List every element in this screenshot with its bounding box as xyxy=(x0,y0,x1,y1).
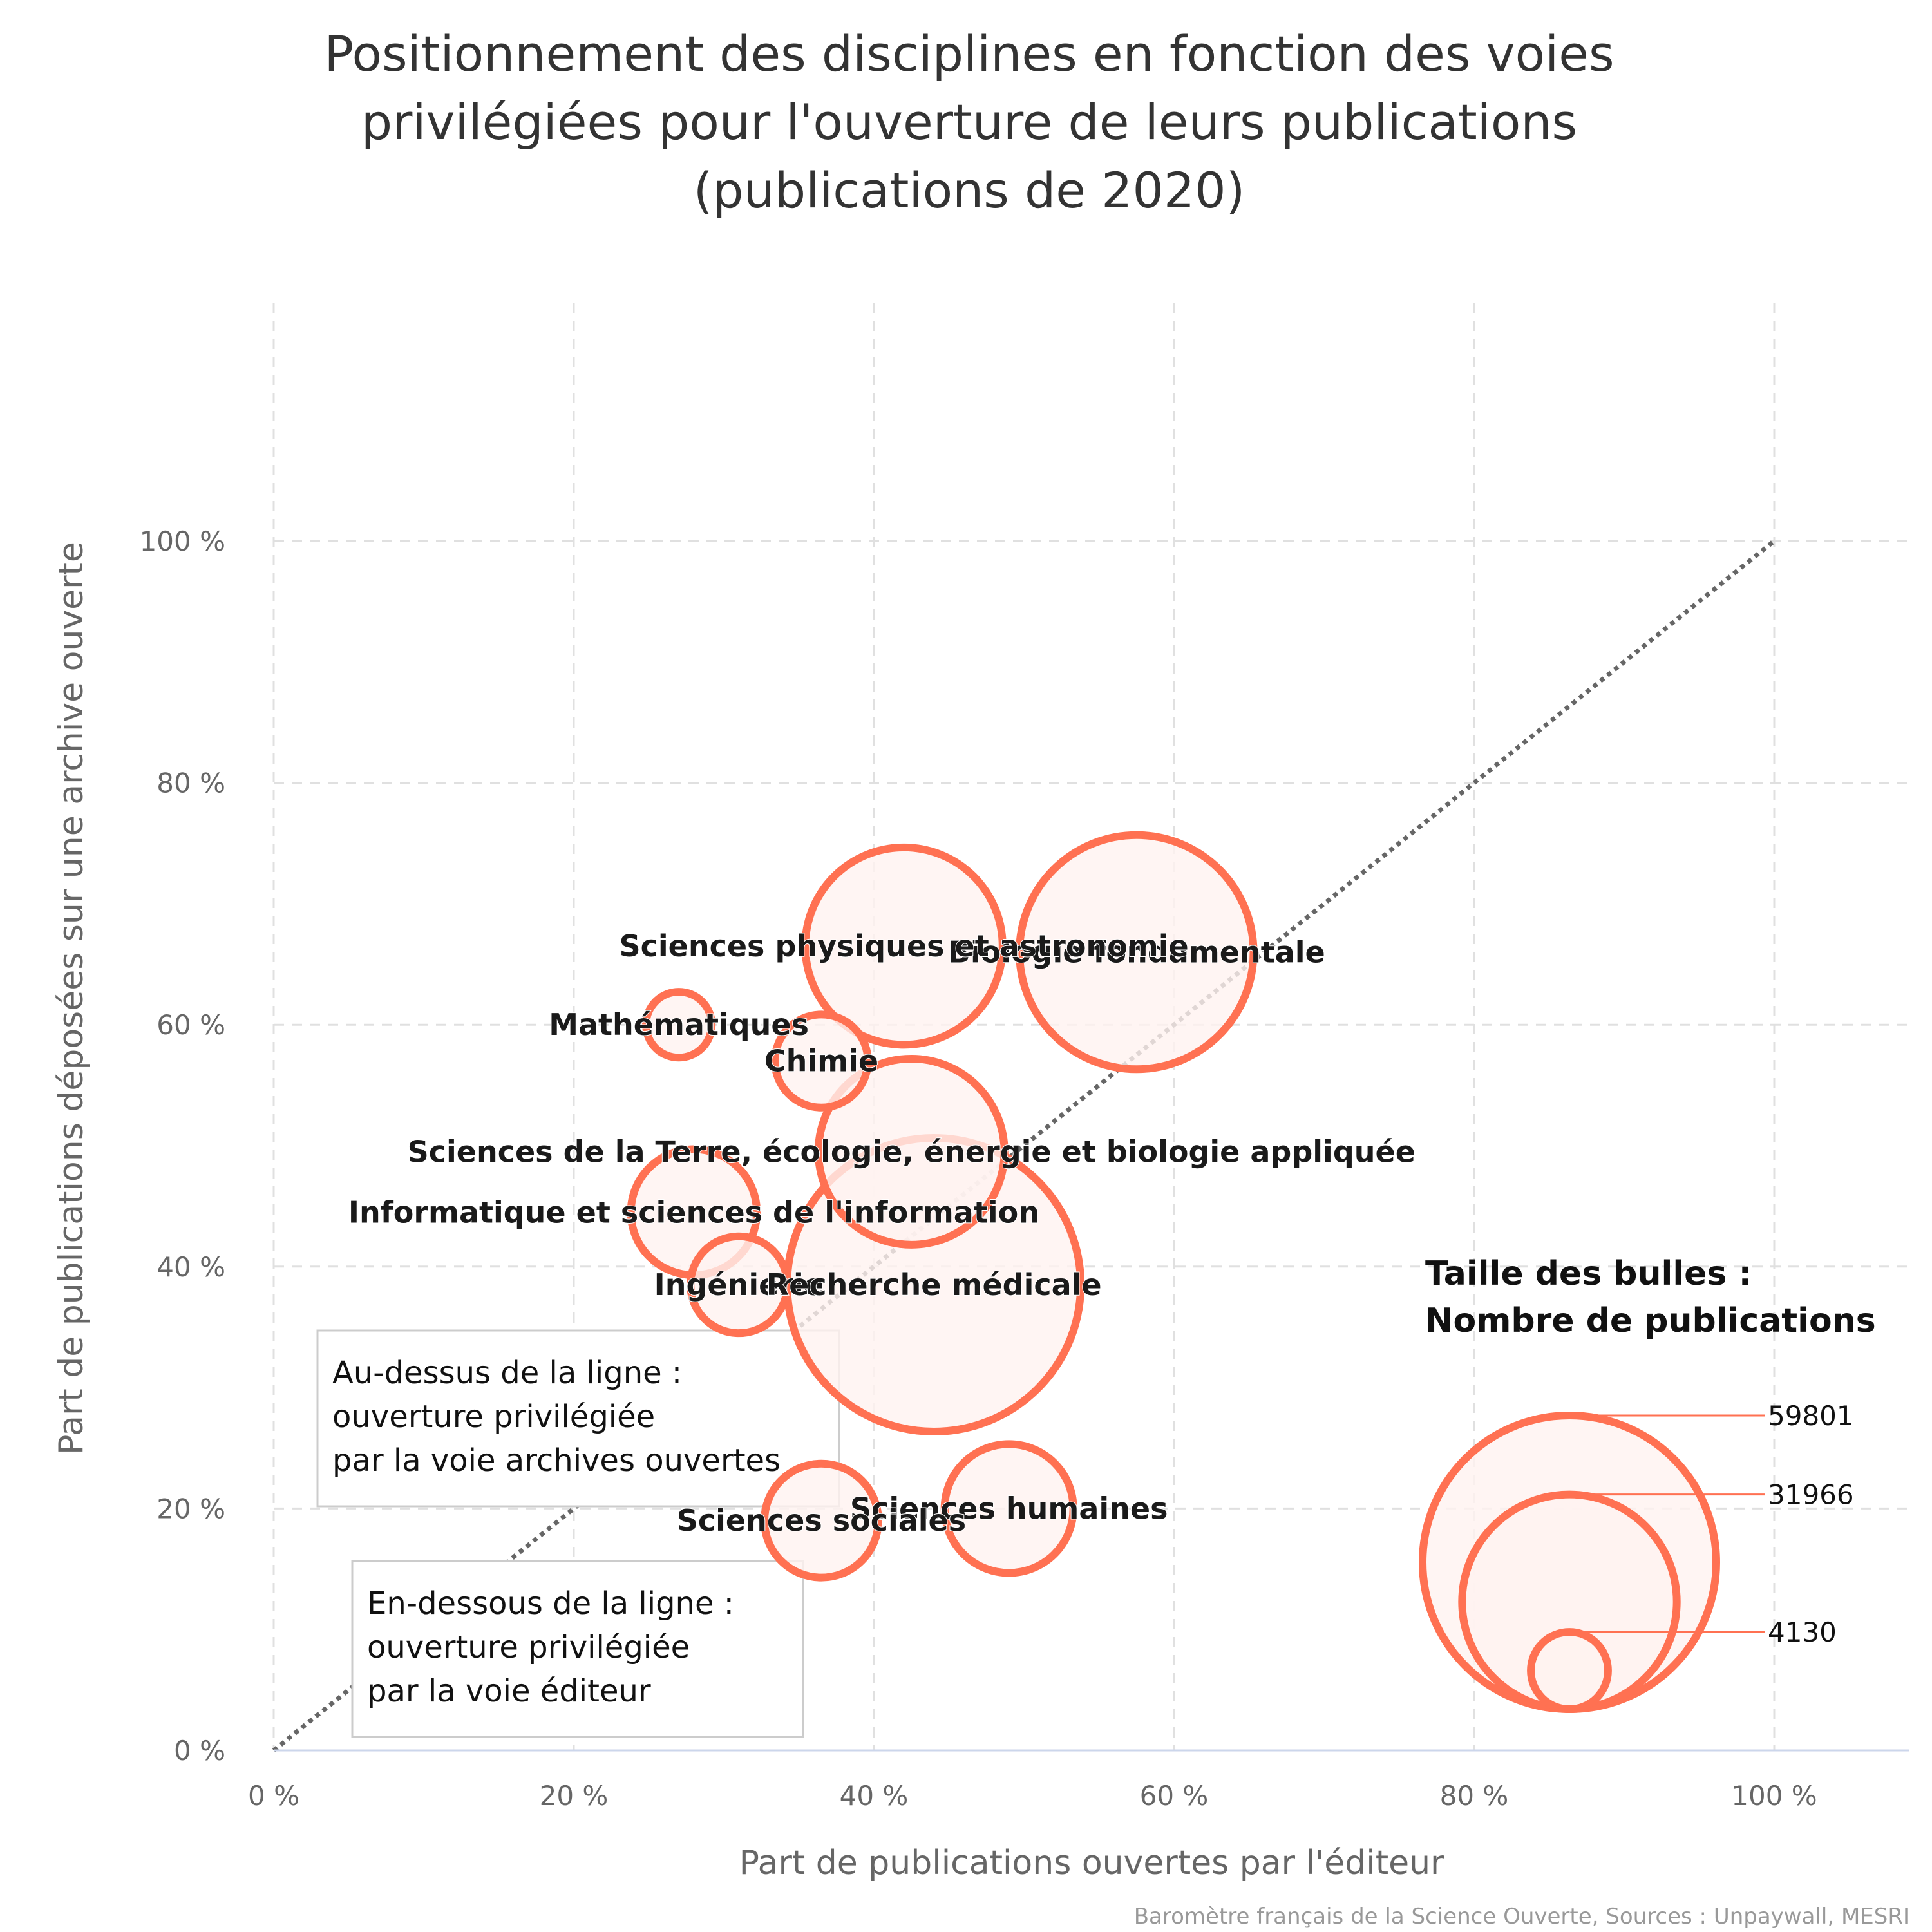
x-tick-label: 60 % xyxy=(1140,1780,1209,1812)
bubble-label-informatique-et-sciences-de-l-information: Informatique et sciences de l'informatio… xyxy=(348,1195,1039,1229)
bubble-biologie-fondamentale xyxy=(1016,831,1258,1074)
x-tick-label: 0 % xyxy=(248,1780,299,1812)
legend-value: 4130 xyxy=(1768,1616,1837,1648)
reference-line xyxy=(272,539,1776,1752)
bubble-sciences-de-la-terre-ecologie-energie-et-biologie-appliquee xyxy=(814,1054,1009,1249)
y-tick-label: 20 % xyxy=(156,1493,225,1524)
annotation-above-line-1: Au-dessus de la ligne : xyxy=(332,1355,682,1391)
annotation-above-line-3: par la voie archives ouvertes xyxy=(332,1443,781,1479)
annotation-above-line: Au-dessus de la ligne : ouverture privil… xyxy=(316,1329,840,1508)
legend-value: 31966 xyxy=(1768,1479,1854,1511)
legend-title-line-1: Taille des bulles : xyxy=(1425,1255,1752,1293)
x-axis-title: Part de publications ouvertes par l'édit… xyxy=(739,1844,1444,1882)
y-tick-label: 60 % xyxy=(156,1009,225,1041)
x-tick-label: 20 % xyxy=(540,1780,609,1812)
y-axis-title: Part de publications déposées sur une ar… xyxy=(52,542,91,1455)
annotation-above-line-2: ouverture privilégiée xyxy=(332,1399,655,1435)
y-tick-label: 80 % xyxy=(156,768,225,799)
annotation-below-line-3: par la voie éditeur xyxy=(367,1673,651,1709)
chart-title-line-2: privilégiées pour l'ouverture de leurs p… xyxy=(361,93,1577,151)
bubble-sciences-humaines xyxy=(940,1440,1077,1577)
legend-bubbles: 59801 31966 4130 xyxy=(1419,1400,1854,1714)
x-tick-label: 80 % xyxy=(1440,1780,1509,1812)
annotation-below-line: En-dessous de la ligne : ouverture privi… xyxy=(351,1560,804,1738)
bubble-label-mathematiques: Mathématiques xyxy=(549,1007,809,1042)
bubble-label-chimie: Chimie xyxy=(764,1044,878,1079)
size-legend: Taille des bulles : Nombre de publicatio… xyxy=(1419,1255,1876,1714)
axes: 0 % 20 % 40 % 60 % 80 % 100 % 0 % 20 % 40 % 60 % 8… xyxy=(52,526,1909,1882)
bubble-label-recherche-medicale: Recherche médicale xyxy=(766,1267,1102,1302)
bubble-label-sciences-physiques-et-astronomie: Sciences physiques et astronomie xyxy=(619,929,1188,963)
annotation-below-box xyxy=(351,1560,804,1738)
y-tick-label: 100 % xyxy=(140,526,225,557)
bubble-sciences-sociales xyxy=(760,1459,882,1582)
legend-bubble xyxy=(1527,1628,1612,1714)
bubble-mathematiques xyxy=(642,988,716,1062)
bubble-chimie xyxy=(771,1010,872,1112)
bubble-label-ingenierie: Ingénierie xyxy=(654,1267,824,1302)
bubble-ingenierie xyxy=(687,1232,791,1338)
bubble-label-sciences-sociales: Sciences sociales xyxy=(677,1503,966,1538)
bubbles xyxy=(627,831,1258,1582)
bubble-label-sciences-de-la-terre-ecologie-energie-et-biologie-appliquee: Sciences de la Terre, écologie, énergie … xyxy=(408,1134,1416,1169)
x-tick-label: 100 % xyxy=(1731,1780,1817,1812)
chart-title-line-1: Positionnement des disciplines en foncti… xyxy=(324,25,1614,82)
y-tick-label: 40 % xyxy=(156,1251,225,1283)
annotation-below-line-1: En-dessous de la ligne : xyxy=(367,1586,734,1622)
annotation-below-line-2: ouverture privilégiée xyxy=(367,1629,690,1665)
legend-value: 59801 xyxy=(1768,1400,1854,1432)
annotation-above-box xyxy=(316,1329,840,1508)
bubble-label-biologie-fondamentale: Biologie fondamentale xyxy=(948,935,1325,970)
y-tick-label: 0 % xyxy=(174,1735,225,1766)
chart-title-line-3: (publications de 2020) xyxy=(694,162,1245,219)
credits: Baromètre français de la Science Ouverte… xyxy=(1134,1904,1909,1929)
grid xyxy=(272,303,1909,1750)
bubble-label-sciences-humaines: Sciences humaines xyxy=(850,1491,1168,1526)
legend-title-line-2: Nombre de publications xyxy=(1425,1302,1876,1340)
reference-line-group xyxy=(272,539,1776,1752)
bubble-sciences-physiques-et-astronomie xyxy=(801,843,1007,1049)
x-tick-label: 40 % xyxy=(840,1780,909,1812)
